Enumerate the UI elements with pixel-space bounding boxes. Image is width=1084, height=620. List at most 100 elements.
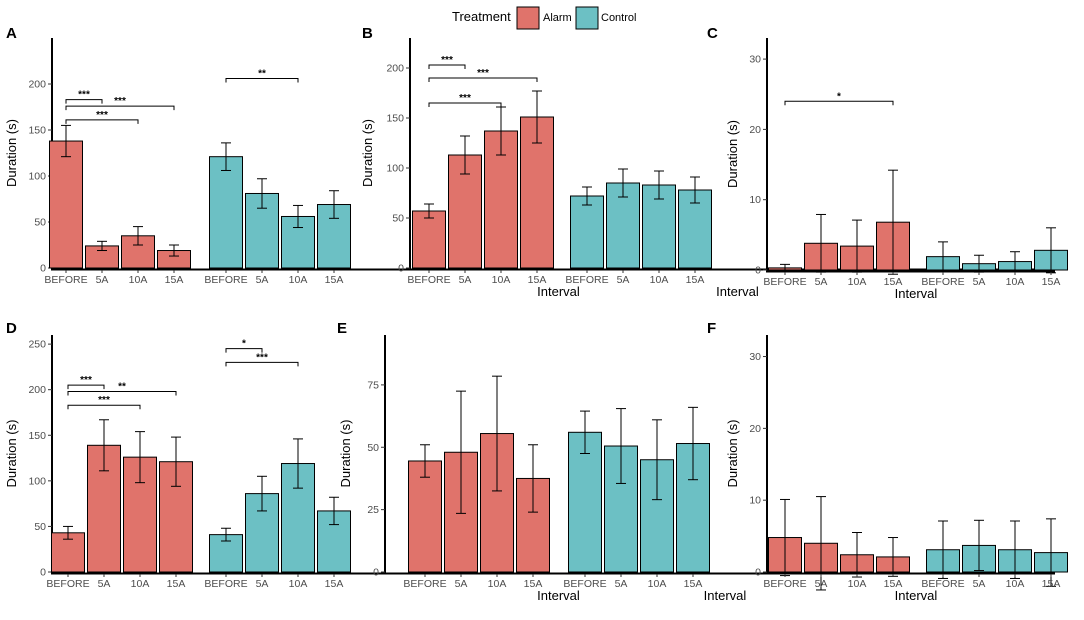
y-tick-label: 0	[398, 263, 404, 275]
significance-bracket	[67, 384, 105, 390]
significance-bracket	[428, 64, 466, 69]
significance-label: ***	[459, 93, 471, 104]
x-tick-label: BEFORE	[763, 578, 806, 590]
x-tick-label: 5A	[973, 578, 986, 590]
significance-label: ***	[98, 395, 110, 406]
x-tick-label: 5A	[96, 274, 109, 286]
y-axis-label: Duration (s)	[360, 119, 375, 187]
legend-title: Treatment	[452, 9, 511, 24]
y-tick-label: 30	[749, 351, 761, 363]
x-tick-label: BEFORE	[204, 578, 247, 590]
panel-label: E	[337, 320, 347, 337]
legend-label-alarm: Alarm	[543, 12, 572, 24]
legend: Treatment Alarm Control	[452, 6, 636, 30]
significance-label: ***	[477, 68, 489, 79]
x-tick-label: 5A	[256, 274, 269, 286]
x-tick-label: 15A	[325, 578, 344, 590]
y-axis-label: Duration (s)	[725, 120, 740, 188]
significance-bracket	[67, 404, 141, 410]
significance-label: *	[837, 91, 841, 102]
y-axis-label: Duration (s)	[338, 420, 353, 488]
significance-label: **	[118, 382, 126, 393]
y-tick-label: 200	[28, 79, 46, 91]
x-tick-label: 15A	[684, 578, 703, 590]
x-axis-label: Interval	[895, 588, 938, 603]
x-tick-label: 15A	[325, 274, 344, 286]
x-tick-label: 15A	[524, 578, 543, 590]
x-tick-label: 5A	[617, 274, 630, 286]
y-tick-label: 0	[755, 567, 761, 579]
y-tick-label: 100	[386, 163, 404, 175]
y-axis-label: Duration (s)	[4, 119, 19, 187]
x-tick-label: 5A	[98, 578, 111, 590]
x-tick-label: 10A	[129, 274, 148, 286]
y-tick-label: 250	[28, 339, 46, 351]
y-tick-label: 150	[386, 113, 404, 125]
panel-label: C	[707, 25, 718, 42]
panel-F: F 0 10 20 30 Duration (s) BEFORE 5A 10A 15A BEFORE…	[707, 320, 1068, 603]
significance-label: *	[242, 339, 246, 350]
significance-bracket	[784, 100, 894, 106]
x-tick-label: BEFORE	[565, 274, 608, 286]
x-tick-label: 10A	[1006, 276, 1025, 288]
y-tick-label: 20	[749, 124, 761, 136]
x-tick-label: 10A	[1006, 578, 1025, 590]
x-tick-label: 10A	[131, 578, 150, 590]
significance-bracket	[67, 391, 177, 396]
panel-label: B	[362, 25, 373, 42]
x-tick-label: 5A	[455, 578, 468, 590]
y-tick-label: 100	[28, 475, 46, 487]
x-tick-label: 15A	[167, 578, 186, 590]
x-tick-label: 10A	[848, 276, 867, 288]
x-tick-label: 10A	[488, 578, 507, 590]
legend-label-control: Control	[601, 12, 636, 24]
y-tick-label: 30	[749, 54, 761, 66]
x-tick-label: BEFORE	[563, 578, 606, 590]
x-tick-label: 15A	[686, 274, 705, 286]
x-tick-label: 15A	[1042, 276, 1061, 288]
bar-alarm-before	[408, 460, 442, 573]
y-axis-label: Duration (s)	[4, 420, 19, 488]
x-tick-label: BEFORE	[403, 578, 446, 590]
significance-label: ***	[256, 352, 268, 363]
x-tick-label: 10A	[492, 274, 511, 286]
x-tick-label: 15A	[165, 274, 184, 286]
x-axis-label: Interval	[716, 284, 759, 299]
significance-bracket	[225, 348, 263, 353]
x-tick-label: 10A	[848, 578, 867, 590]
y-tick-label: 50	[34, 521, 46, 533]
x-tick-label: 15A	[1042, 578, 1061, 590]
x-tick-label: 10A	[648, 578, 667, 590]
y-tick-label: 150	[28, 430, 46, 442]
significance-label: ***	[441, 55, 453, 66]
x-tick-label: 5A	[815, 276, 828, 288]
panel-C: C 0 10 20 30 Duration (s) BEFORE 5A 10A 15A BEFORE…	[707, 25, 1068, 301]
x-tick-label: BEFORE	[46, 578, 89, 590]
significance-bracket	[65, 119, 139, 124]
y-tick-label: 0	[40, 567, 46, 579]
x-tick-label: 15A	[884, 276, 903, 288]
x-tick-label: 5A	[459, 274, 472, 286]
x-tick-label: 10A	[289, 274, 308, 286]
panel-label: F	[707, 320, 716, 337]
bar-control-before	[568, 431, 602, 573]
legend-swatch-alarm	[516, 6, 540, 30]
panel-label: D	[6, 320, 17, 337]
x-axis-label: Interval	[895, 286, 938, 301]
y-tick-label: 50	[34, 217, 46, 229]
y-tick-label: 150	[28, 125, 46, 137]
significance-label: **	[258, 68, 266, 79]
bar-control-before	[209, 156, 243, 269]
x-axis-label: Interval	[704, 588, 747, 603]
significance-bracket	[225, 361, 299, 367]
x-tick-label: 5A	[256, 578, 269, 590]
y-tick-label: 0	[755, 265, 761, 277]
y-tick-label: 100	[28, 171, 46, 183]
bar-alarm-before	[412, 210, 446, 269]
y-tick-label: 0	[40, 263, 46, 275]
y-axis-label: Duration (s)	[725, 420, 740, 488]
y-tick-label: 200	[28, 384, 46, 396]
